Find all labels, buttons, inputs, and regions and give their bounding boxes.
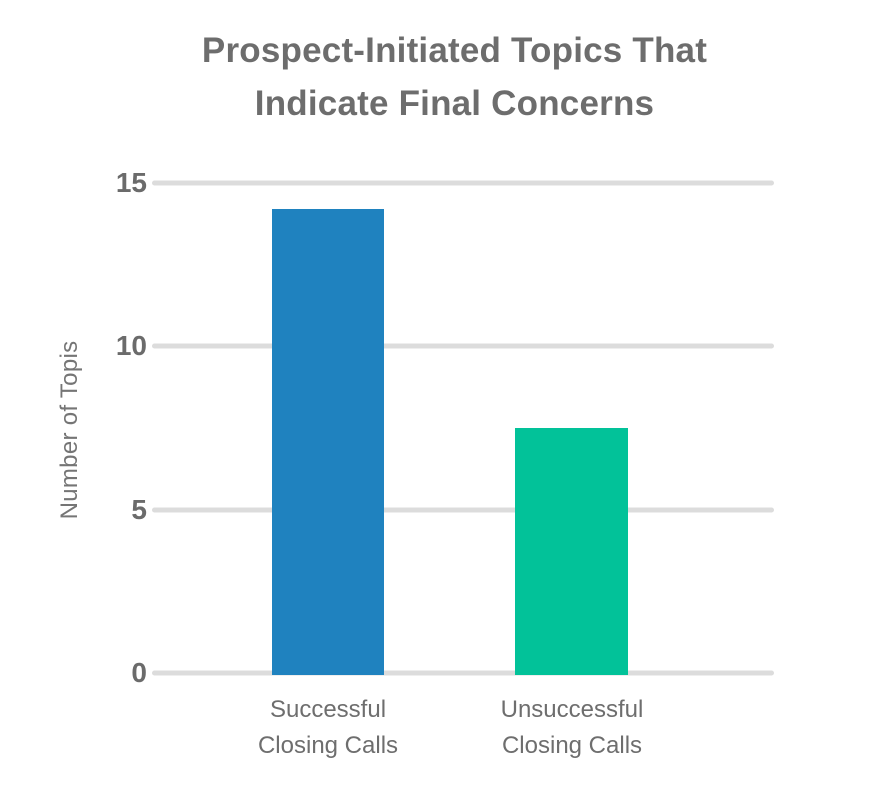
- y-tick-label-15: 15: [115, 167, 147, 198]
- bar-successful-closing-calls: [272, 209, 384, 675]
- gridline-15: [152, 180, 774, 186]
- x-label-line: Unsuccessful: [500, 696, 644, 723]
- bar-unsuccessful-closing-calls: [515, 428, 628, 675]
- chart-title-line-2: Indicate Final Concerns: [254, 83, 655, 123]
- x-axis-label-successful-closing-calls: Successful Closing Calls: [208, 692, 448, 764]
- y-tick-label-10: 10: [115, 330, 147, 362]
- gridline-10: [152, 343, 774, 349]
- x-axis-label-unsuccessful-closing-calls: Unsuccessful Closing Calls: [452, 692, 692, 764]
- y-tick-label-0: 0: [131, 657, 147, 688]
- gridline-5: [152, 507, 774, 513]
- gridline-0: [152, 670, 774, 676]
- y-axis-title: Number of Topis: [56, 340, 83, 520]
- x-label-line: Closing Calls: [501, 732, 643, 759]
- plot-area: 15 10 5 0: [116, 169, 774, 687]
- chart-title: Prospect-Initiated Topics That Indicate …: [36, 25, 873, 130]
- chart-title-line-1: Prospect-Initiated Topics That: [201, 31, 708, 70]
- x-label-line: Closing Calls: [257, 732, 399, 759]
- x-label-line: Successful: [269, 696, 387, 723]
- y-tick-label-5: 5: [131, 493, 147, 525]
